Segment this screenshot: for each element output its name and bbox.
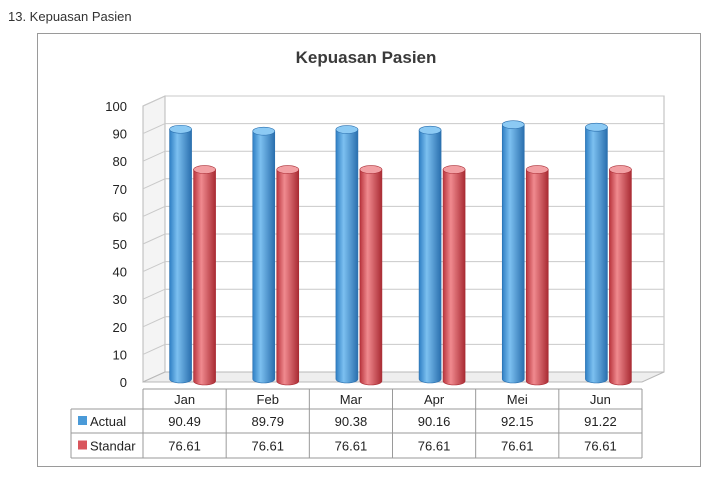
gridline: [142, 123, 664, 135]
data-label: 90.16: [418, 414, 451, 429]
gridline: [142, 178, 664, 190]
bar-actual: [335, 125, 359, 384]
gridline: [142, 288, 664, 300]
bar-actual: [501, 120, 525, 384]
bar-actual: [169, 124, 192, 384]
y-tick-label: 40: [113, 265, 127, 280]
gridline: [142, 316, 664, 328]
y-tick-label: 80: [113, 154, 127, 169]
data-label: 90.38: [335, 414, 368, 429]
gridline: [142, 205, 664, 217]
x-tick-label: Feb: [257, 392, 279, 407]
x-tick-label: Jan: [174, 392, 195, 407]
y-tick-label: 20: [113, 320, 127, 335]
gridline: [142, 261, 664, 273]
section-heading: 13. Kepuasan Pasien: [8, 9, 132, 24]
legend-swatch: [78, 416, 87, 425]
bar-standar: [359, 165, 383, 386]
y-tick-label: 60: [113, 209, 127, 224]
y-tick-label: 70: [113, 182, 127, 197]
bar-standar: [193, 165, 216, 386]
legend-label: Actual: [90, 414, 126, 429]
data-label: 76.61: [501, 439, 534, 454]
x-tick-label: Jun: [590, 392, 611, 407]
bar-standar: [442, 165, 466, 386]
bar-standar: [609, 165, 632, 386]
data-label: 76.61: [584, 439, 617, 454]
x-tick-label: Mar: [340, 392, 363, 407]
gridline: [142, 95, 664, 107]
bar-actual: [418, 125, 442, 384]
gridline: [142, 150, 664, 162]
y-tick-label: 10: [113, 347, 127, 362]
data-label: 76.61: [168, 439, 201, 454]
gridline: [142, 343, 664, 355]
legend-label: Standar: [90, 439, 136, 454]
y-tick-label: 50: [113, 237, 127, 252]
data-label: 92.15: [501, 414, 534, 429]
data-label: 76.61: [418, 439, 451, 454]
data-label: 90.49: [168, 414, 201, 429]
bar-actual: [252, 126, 276, 384]
y-tick-label: 100: [105, 99, 127, 114]
bar-standar: [525, 165, 549, 386]
y-tick-label: 90: [113, 127, 127, 142]
bar-standar: [276, 165, 300, 386]
chart-title: Kepuasan Pasien: [296, 48, 437, 67]
y-tick-label: 0: [120, 375, 127, 390]
gridline: [142, 233, 664, 245]
data-label: 76.61: [335, 439, 368, 454]
x-tick-label: Apr: [424, 392, 445, 407]
bar-actual: [585, 122, 608, 384]
data-label: 89.79: [251, 414, 284, 429]
data-label: 76.61: [251, 439, 284, 454]
y-tick-label: 30: [113, 292, 127, 307]
legend-swatch: [78, 440, 87, 450]
x-tick-label: Mei: [507, 392, 528, 407]
data-label: 91.22: [584, 414, 617, 429]
